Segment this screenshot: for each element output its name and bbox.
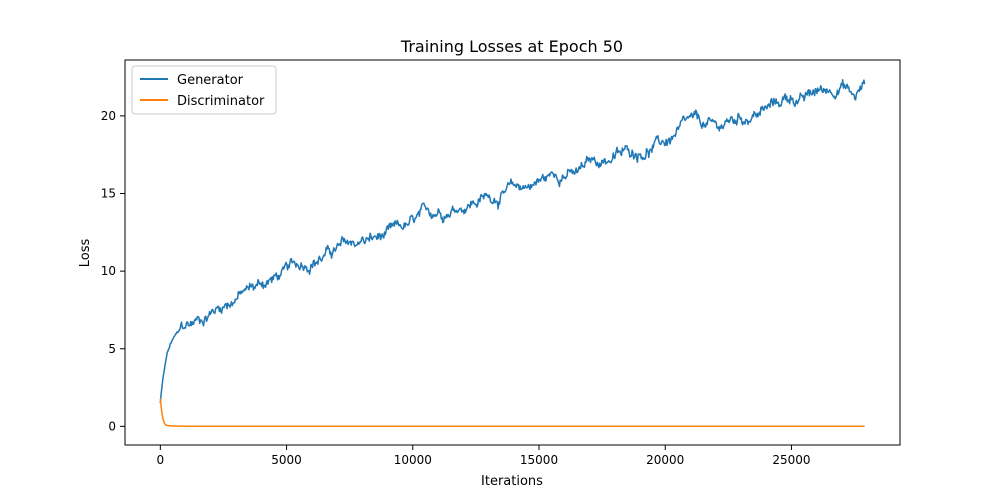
x-tick-label: 15000 [520,453,558,467]
series-line-discriminator [159,398,865,427]
x-tick-label: 5000 [271,453,302,467]
chart-title: Training Losses at Epoch 50 [400,37,623,56]
x-tick-label: 20000 [646,453,684,467]
series-line-generator [159,79,866,404]
y-axis-label: Loss [78,239,93,268]
x-tick-label: 10000 [394,453,432,467]
legend-label-discriminator: Discriminator [177,94,265,109]
plot-area [124,59,901,446]
x-axis-label: Iterations [481,474,543,489]
y-tick-label: 15 [101,187,116,201]
plot-frame [124,59,901,446]
y-tick-label: 5 [108,342,116,356]
x-axis: 0 5000 10000 15000 20000 25000 [157,445,811,467]
x-tick-label: 0 [157,453,165,467]
series-lines [159,79,866,427]
legend-label-generator: Generator [177,73,244,88]
legend: Generator Discriminator [131,65,277,115]
y-tick-label: 10 [101,264,116,278]
y-tick-label: 0 [108,419,116,433]
y-axis: 0 5 10 15 20 [101,109,125,433]
y-tick-label: 20 [101,109,116,123]
x-tick-label: 25000 [772,453,810,467]
